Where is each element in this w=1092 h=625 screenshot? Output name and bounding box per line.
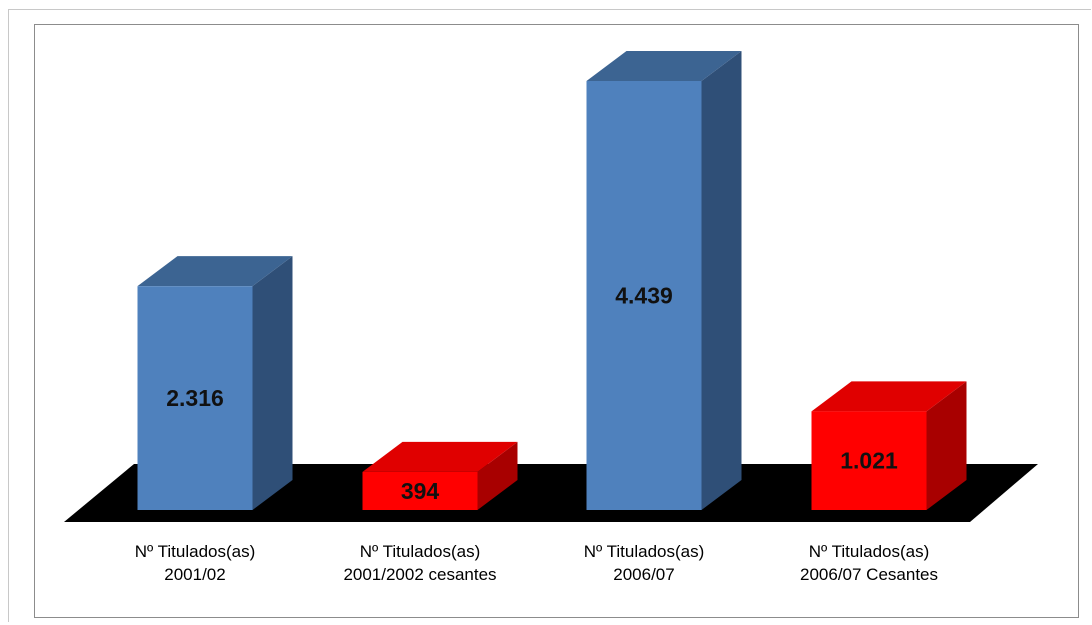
bar-3: 4.439: [586, 51, 742, 510]
bar-top-face: [137, 256, 293, 287]
category-label-line2: 2001/2002 cesantes: [343, 565, 496, 584]
bar-front-face: [811, 411, 927, 510]
data-label: 2.316: [166, 385, 224, 411]
category-label-line1: Nº Titulados(as): [584, 542, 705, 561]
bar-4: 1.021: [811, 381, 967, 510]
category-label-line1: Nº Titulados(as): [360, 542, 481, 561]
bar-top-face: [586, 51, 742, 81]
bar-front-face: [137, 286, 253, 510]
bar-side-face: [252, 256, 293, 510]
category-label-line2: 2001/02: [164, 565, 225, 584]
bar-side-face: [477, 441, 518, 510]
category-labels-group: Nº Titulados(as) 2001/02 Nº Titulados(as) 2…: [135, 542, 938, 584]
category-label-line2: 2006/07 Cesantes: [800, 565, 938, 584]
data-label: 4.439: [615, 283, 673, 309]
bar-side-face: [926, 381, 967, 510]
category-label-line2: 2006/07: [613, 565, 674, 584]
data-label: 1.021: [840, 448, 898, 474]
bar-1: 2.316: [137, 256, 293, 510]
data-label: 394: [401, 478, 440, 504]
chart-floor: [64, 464, 1038, 522]
bar-2: 394: [362, 441, 518, 510]
bar-top-face: [362, 441, 518, 472]
bar-top-face: [811, 381, 967, 412]
bar-side-face: [701, 51, 742, 510]
category-label-line1: Nº Titulados(as): [809, 542, 930, 561]
bars-group: 2.316 394 4.439 1.021: [137, 51, 967, 510]
category-label-line1: Nº Titulados(as): [135, 542, 256, 561]
bar-front-face: [586, 81, 702, 510]
bar-front-face: [362, 471, 478, 510]
